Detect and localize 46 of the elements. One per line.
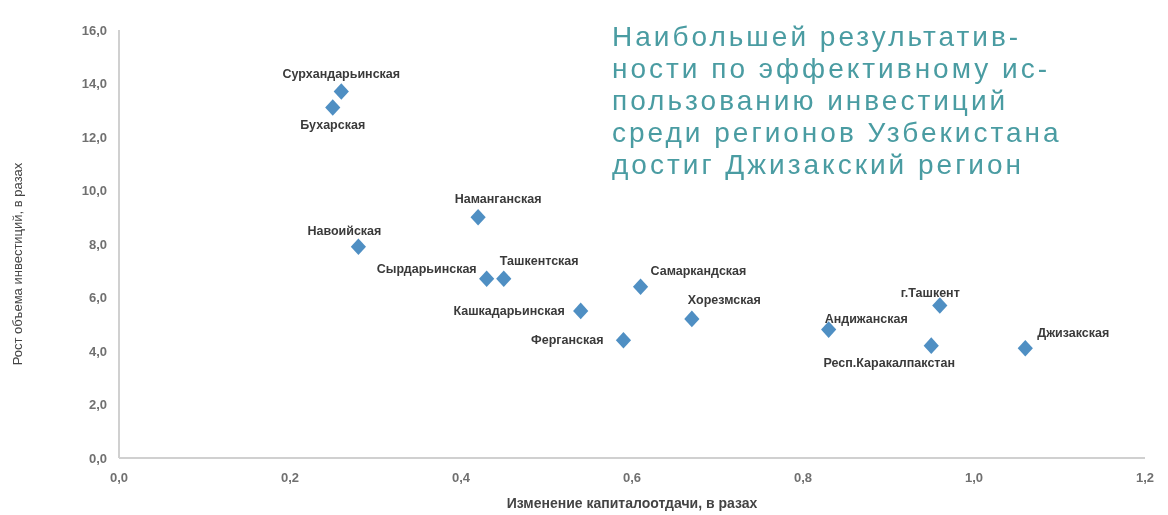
series-label: Ферганская: [531, 333, 604, 348]
point: [496, 270, 512, 288]
y-tick-label: 16,0: [81, 22, 107, 38]
x-tick-label: 0,4: [451, 470, 471, 485]
point: [325, 99, 341, 116]
y-tick-label: 14,0: [81, 76, 107, 92]
point: [1017, 340, 1033, 357]
text: Наибольшей результатив- ности по эффективному ис- пользованию инвестиций среди регионов Узбекистана достиг Джизакский регион: [612, 21, 1062, 180]
y-axis-title: Рост объема инвестиций, в разах: [10, 162, 25, 366]
x-tick-label: 0,0: [109, 470, 129, 485]
series-label: Сырдарьинская: [376, 261, 477, 276]
series-label: Андижанская: [824, 311, 908, 326]
y-tick-label: 6,0: [88, 290, 107, 306]
point: [932, 297, 948, 314]
point: [350, 238, 367, 255]
x-tick-label: 1,2: [1135, 470, 1155, 485]
x-tick-label: 0,8: [793, 470, 813, 485]
series-label: Навоийская: [307, 223, 382, 238]
point: [684, 310, 700, 328]
series-label: г.Ташкент: [900, 285, 960, 300]
series-label: Сурхандарьинская: [282, 66, 401, 81]
x-axis-title: Изменение капиталоотдачи, в разах: [506, 495, 758, 511]
y-tick-label: 12,0: [81, 129, 107, 145]
series-label: Хорезмская: [687, 292, 761, 307]
point: [615, 332, 632, 349]
series-label: Респ.Каракалпакстан: [823, 355, 955, 370]
series-label: Ташкентская: [499, 253, 579, 268]
point: [573, 302, 589, 320]
point: [479, 270, 495, 288]
y-tick-label: 2,0: [88, 397, 107, 413]
point: [632, 278, 649, 296]
point: [923, 337, 939, 354]
series-label: Бухарская: [300, 117, 366, 132]
y-tick-label: 4,0: [88, 343, 107, 359]
series-label: Джизакская: [1037, 326, 1110, 341]
series-label: Кашкадарьинская: [453, 303, 565, 318]
y-tick-label: 8,0: [88, 236, 107, 252]
series-label: Самаркандская: [650, 263, 747, 278]
point: [333, 83, 349, 100]
y-tick-label: 0,0: [88, 450, 107, 466]
y-tick-label: 10,0: [81, 183, 107, 199]
x-tick-label: 1,0: [964, 470, 984, 485]
point: [470, 208, 486, 226]
x-tick-label: 0,6: [622, 470, 642, 485]
series-label: Наманганская: [454, 192, 542, 207]
x-tick-label: 0,2: [280, 470, 300, 485]
